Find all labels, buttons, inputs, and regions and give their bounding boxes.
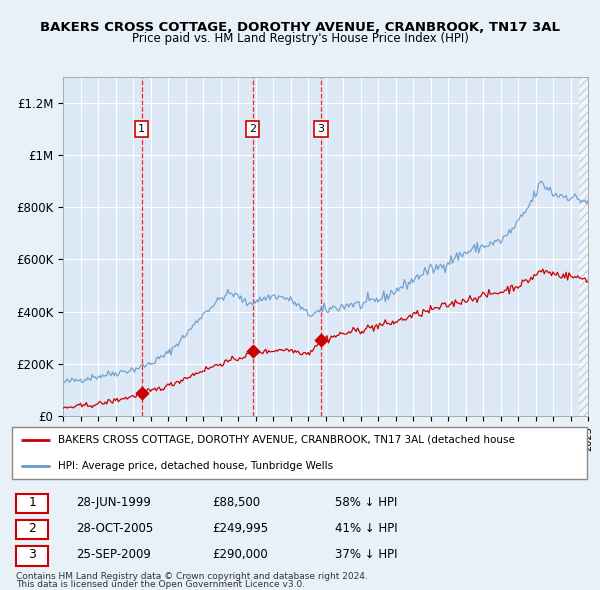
Bar xyxy=(16,494,48,513)
Text: 1: 1 xyxy=(138,124,145,134)
Text: HPI: Average price, detached house, Tunbridge Wells: HPI: Average price, detached house, Tunb… xyxy=(58,461,334,471)
Text: £290,000: £290,000 xyxy=(212,548,268,562)
Text: Contains HM Land Registry data © Crown copyright and database right 2024.: Contains HM Land Registry data © Crown c… xyxy=(16,572,368,581)
Text: £88,500: £88,500 xyxy=(212,496,261,509)
Point xyxy=(316,336,326,345)
Text: Price paid vs. HM Land Registry's House Price Index (HPI): Price paid vs. HM Land Registry's House … xyxy=(131,32,469,45)
Text: 28-OCT-2005: 28-OCT-2005 xyxy=(76,522,153,535)
Bar xyxy=(16,520,48,539)
Text: 58% ↓ HPI: 58% ↓ HPI xyxy=(335,496,397,509)
Text: 28-JUN-1999: 28-JUN-1999 xyxy=(76,496,151,509)
Text: £249,995: £249,995 xyxy=(212,522,269,535)
Text: BAKERS CROSS COTTAGE, DOROTHY AVENUE, CRANBROOK, TN17 3AL (detached house: BAKERS CROSS COTTAGE, DOROTHY AVENUE, CR… xyxy=(58,435,515,445)
Point xyxy=(248,346,257,355)
Text: 1: 1 xyxy=(28,496,36,509)
Text: 37% ↓ HPI: 37% ↓ HPI xyxy=(335,548,397,562)
Text: 41% ↓ HPI: 41% ↓ HPI xyxy=(335,522,398,535)
Text: 3: 3 xyxy=(317,124,324,134)
Text: BAKERS CROSS COTTAGE, DOROTHY AVENUE, CRANBROOK, TN17 3AL: BAKERS CROSS COTTAGE, DOROTHY AVENUE, CR… xyxy=(40,21,560,34)
Text: 2: 2 xyxy=(249,124,256,134)
Point xyxy=(137,388,146,398)
Bar xyxy=(16,546,48,566)
Text: 25-SEP-2009: 25-SEP-2009 xyxy=(76,548,151,562)
Text: 3: 3 xyxy=(28,548,36,562)
Text: 2: 2 xyxy=(28,522,36,535)
Text: This data is licensed under the Open Government Licence v3.0.: This data is licensed under the Open Gov… xyxy=(16,579,305,589)
